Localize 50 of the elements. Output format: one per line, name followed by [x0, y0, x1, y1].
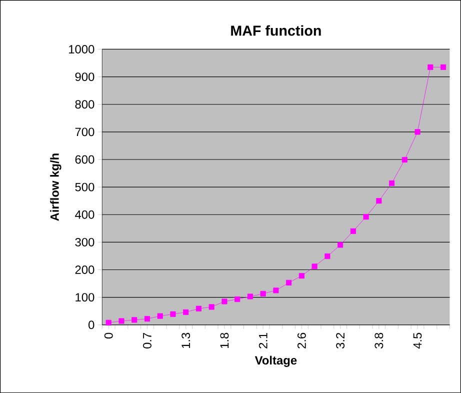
x-tick-label: 0.7 [143, 332, 152, 348]
y-tick-label: 900 [75, 72, 94, 81]
point [376, 198, 382, 204]
point [106, 320, 112, 326]
point [144, 316, 150, 322]
point [196, 306, 202, 312]
point [286, 280, 292, 286]
point [234, 296, 240, 302]
point [222, 298, 228, 304]
point [312, 264, 318, 270]
x-tick-label: 4.5 [413, 332, 422, 349]
x-tick-label: 0 [104, 332, 113, 339]
chart-title: MAF function [231, 25, 321, 36]
point [208, 304, 214, 310]
x-tick-label: 3.8 [374, 332, 384, 348]
y-tick-label: 300 [75, 238, 94, 246]
y-tick-label: 700 [75, 128, 94, 136]
y-tick-label: 100 [76, 293, 94, 302]
point [183, 309, 189, 315]
point [350, 228, 356, 234]
point [402, 156, 408, 163]
point [324, 253, 330, 259]
x-tick-label: 3.2 [336, 332, 345, 348]
point [414, 129, 420, 135]
point [440, 64, 446, 70]
point [338, 242, 344, 248]
y-axis-title: Airflow kg/h [50, 154, 62, 221]
y-tick-label: 600 [75, 155, 94, 164]
point [389, 180, 395, 186]
point [118, 318, 124, 324]
point [273, 288, 279, 294]
x-tick-label: 1.8 [220, 332, 229, 348]
point [132, 317, 138, 323]
y-tick-label: 0 [88, 320, 94, 330]
point [298, 272, 304, 279]
y-tick-label: 200 [75, 265, 94, 274]
point [247, 294, 253, 300]
x-tick-label: 1.3 [182, 332, 190, 348]
x-axis-title: Voltage [254, 356, 297, 367]
point [363, 214, 369, 220]
y-tick-label: 1000 [69, 44, 94, 54]
point [157, 313, 163, 319]
point [260, 290, 266, 296]
y-tick-label: 400 [75, 210, 94, 219]
y-tick-label: 800 [75, 100, 94, 109]
point [428, 64, 434, 70]
x-tick-label: 2.1 [258, 332, 268, 348]
point [170, 311, 176, 317]
x-tick-label: 2.6 [297, 332, 306, 348]
y-tick-label: 500 [75, 182, 94, 192]
